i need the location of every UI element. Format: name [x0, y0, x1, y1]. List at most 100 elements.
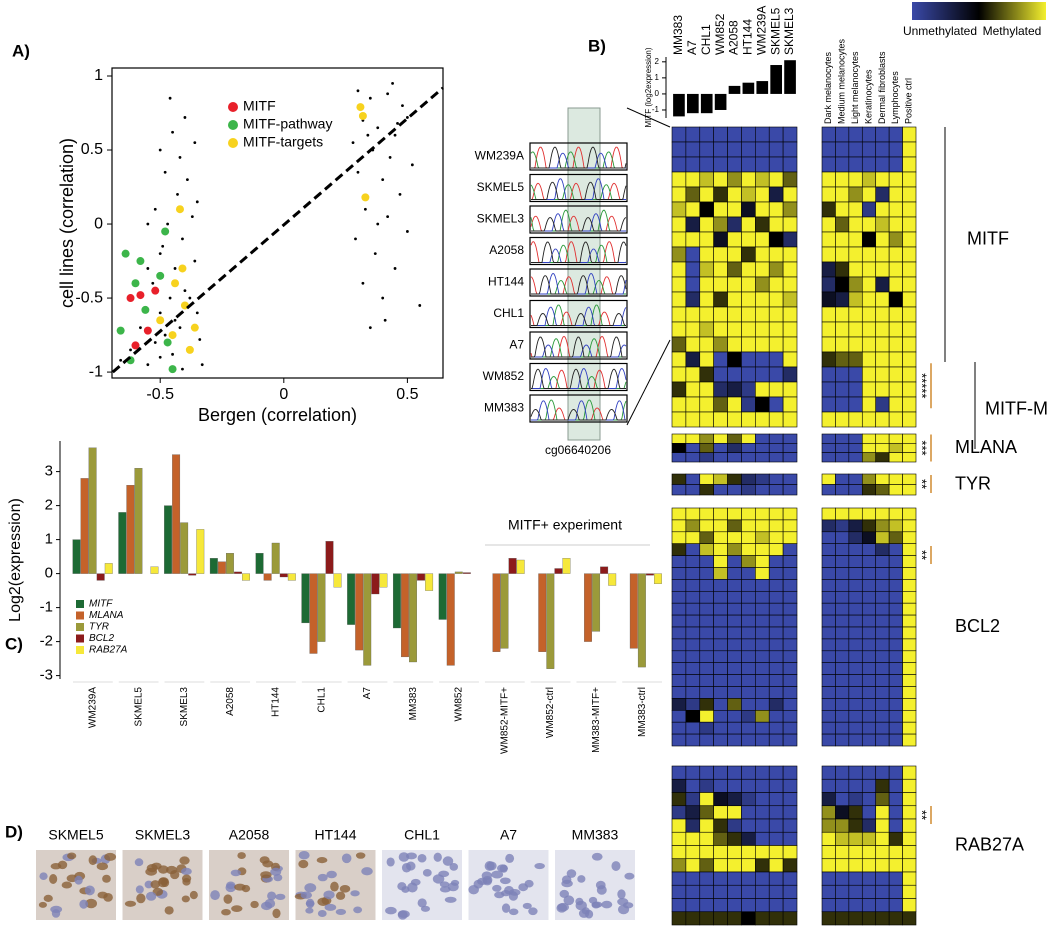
point — [168, 365, 177, 374]
heat-cell — [861, 721, 877, 735]
heat-cell — [755, 321, 770, 338]
heat-cell — [699, 366, 714, 383]
heat-cell — [848, 141, 863, 158]
group-label: MITF-M — [985, 398, 1048, 418]
point — [151, 286, 160, 295]
heat-cell — [741, 792, 756, 807]
cell-nucleus — [150, 880, 161, 889]
heat-cell — [861, 709, 877, 723]
heat-cell — [782, 452, 798, 463]
heat-cell — [741, 590, 756, 604]
heat-cell — [902, 871, 917, 886]
heat-cell — [713, 381, 728, 398]
point — [356, 170, 360, 174]
point — [173, 267, 177, 270]
heat-cell — [888, 336, 903, 353]
heat-cell — [727, 171, 742, 188]
heat-cell — [861, 858, 877, 873]
probe-label: cg06640206 — [545, 443, 611, 457]
heat-cell — [671, 156, 687, 173]
heat-cell — [821, 411, 836, 428]
x-tick-label: A2058 — [727, 20, 741, 55]
heat-cell — [755, 126, 770, 143]
heat-cell — [768, 531, 784, 544]
heat-cell — [782, 579, 798, 592]
heat-cell — [671, 381, 687, 398]
heat-cell — [727, 261, 742, 278]
heat-cell — [741, 321, 756, 338]
bar — [454, 571, 463, 574]
heat-cell — [727, 452, 742, 463]
heat-cell — [768, 411, 784, 428]
x-tick-label: MM383-ctrl — [637, 687, 648, 737]
heat-cell — [848, 519, 863, 533]
heat-cell — [768, 291, 784, 308]
trace — [531, 313, 626, 326]
heat-cell — [699, 336, 714, 353]
heat-cell — [902, 231, 917, 248]
heat-cell — [727, 246, 742, 263]
x-tick-label: SKMEL5 — [133, 687, 144, 727]
heat-cell — [902, 674, 917, 687]
heat-cell — [727, 614, 742, 628]
point — [351, 141, 355, 145]
panel-label: B) — [588, 36, 606, 55]
heat-cell — [902, 246, 917, 263]
heat-cell — [782, 911, 798, 926]
heat-cell — [835, 276, 850, 293]
heat-cell — [861, 674, 877, 687]
bar — [150, 566, 159, 574]
heat-cell — [671, 141, 687, 158]
point — [190, 215, 194, 219]
heat-cell — [782, 201, 798, 218]
heat-cell — [671, 590, 687, 604]
heat-cell — [741, 201, 756, 218]
heat-cell — [741, 543, 756, 556]
cell-nucleus — [566, 869, 577, 878]
heat-cell — [875, 321, 890, 338]
heat-cell — [888, 543, 903, 556]
column-label: Lymphocytes — [890, 71, 900, 124]
y-tick-label: -1 — [40, 599, 53, 616]
heat-cell — [861, 805, 877, 820]
heat-cell — [821, 452, 836, 463]
heat-cell — [875, 201, 890, 218]
y-tick-label: 1 — [94, 67, 103, 84]
plot-frame — [111, 67, 444, 379]
heat-cell — [861, 507, 877, 521]
cell-nucleus — [575, 897, 584, 906]
heat-cell — [875, 590, 890, 604]
heat-cell — [848, 336, 863, 353]
bar — [188, 573, 197, 576]
heat-cell — [861, 171, 877, 188]
bar — [134, 468, 143, 574]
heat-cell — [727, 765, 742, 780]
heat-cell — [861, 871, 877, 886]
heat-cell — [713, 519, 728, 533]
heat-cell — [755, 543, 770, 556]
heat-cell — [741, 858, 756, 873]
heat-cell — [768, 818, 784, 833]
heat-cell — [835, 201, 850, 218]
heat-cell — [902, 443, 917, 453]
heat-cell — [848, 567, 863, 580]
heat-cell — [671, 698, 687, 711]
bar — [687, 93, 699, 114]
heat-cell — [671, 614, 687, 628]
heat-cell — [902, 201, 917, 218]
heat-cell — [755, 171, 770, 188]
heat-cell — [875, 543, 890, 556]
x-tick-label: WM852 — [454, 687, 465, 722]
heat-cell — [875, 411, 890, 428]
heat-cell — [875, 614, 890, 628]
heat-cell — [782, 519, 798, 533]
heat-cell — [782, 396, 798, 413]
cell-nucleus — [225, 883, 236, 893]
ihc-label: MM383 — [572, 827, 619, 843]
heat-cell — [835, 579, 850, 592]
heat-cell — [713, 186, 728, 203]
point — [183, 289, 187, 293]
heat-cell — [741, 381, 756, 398]
heat-cell — [821, 443, 836, 453]
x-tick-label: A7 — [685, 40, 699, 55]
